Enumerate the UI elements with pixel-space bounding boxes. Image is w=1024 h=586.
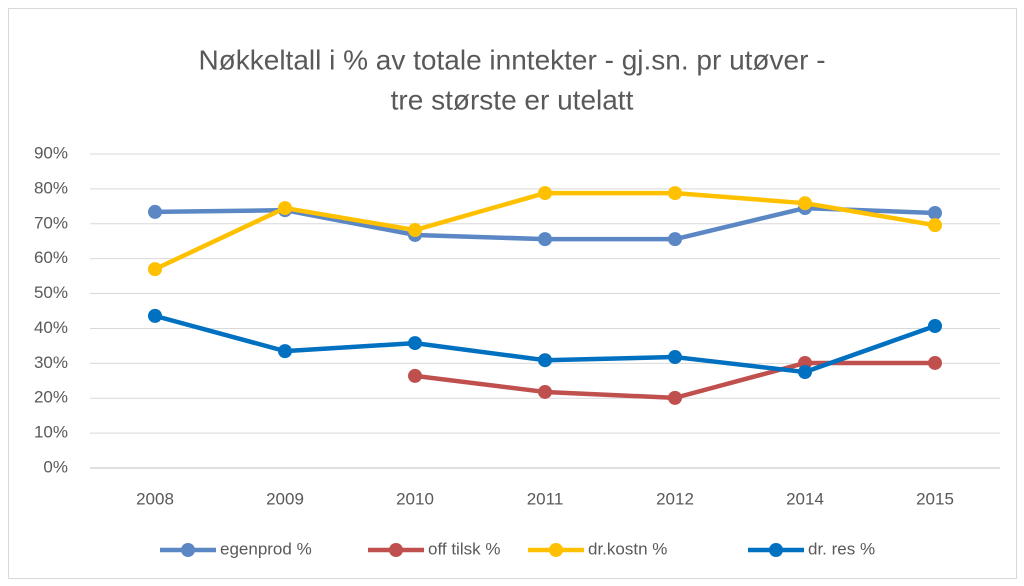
data-point [928, 319, 942, 334]
legend-label: off tilsk % [428, 539, 500, 558]
x-tick-label: 2015 [916, 489, 954, 508]
data-point [538, 353, 552, 368]
data-point [538, 186, 552, 201]
x-tick-label: 2008 [136, 489, 174, 508]
legend-label: dr.kostn % [588, 539, 667, 558]
data-point [148, 308, 162, 323]
data-point [148, 262, 162, 277]
data-point [278, 201, 292, 216]
legend-marker [769, 543, 783, 557]
x-tick-label: 2011 [527, 489, 564, 508]
y-tick-label: 50% [34, 283, 68, 302]
legend-marker [181, 543, 195, 557]
data-point [928, 355, 942, 370]
legend-marker [549, 543, 563, 557]
y-tick-label: 0% [43, 457, 68, 476]
data-point [668, 390, 682, 405]
data-point [538, 384, 552, 399]
data-point [538, 232, 552, 247]
data-point [798, 365, 812, 380]
y-tick-label: 20% [34, 388, 68, 407]
y-tick-label: 80% [34, 178, 68, 197]
data-point [278, 344, 292, 359]
x-tick-label: 2012 [656, 489, 694, 508]
y-tick-label: 40% [34, 318, 68, 337]
y-tick-label: 70% [34, 213, 68, 232]
data-point [408, 368, 422, 383]
y-tick-label: 90% [34, 143, 68, 162]
data-point [798, 196, 812, 211]
data-point [668, 186, 682, 201]
data-point [408, 336, 422, 351]
data-point [928, 218, 942, 233]
x-tick-label: 2014 [786, 489, 824, 508]
legend-marker [389, 543, 403, 557]
data-point [408, 223, 422, 238]
x-tick-label: 2009 [266, 489, 304, 508]
y-tick-label: 60% [34, 248, 68, 267]
y-tick-label: 10% [34, 423, 68, 442]
chart-title: Nøkkeltall i % av totale inntekter - gj.… [198, 44, 825, 75]
data-point [668, 232, 682, 247]
data-point [148, 204, 162, 219]
chart-title: tre største er utelatt [391, 84, 634, 115]
legend-label: egenprod % [220, 539, 312, 558]
data-point [668, 350, 682, 365]
x-tick-label: 2010 [396, 489, 434, 508]
data-point [928, 205, 942, 220]
legend-label: dr. res % [808, 539, 875, 558]
y-tick-label: 30% [34, 353, 68, 372]
